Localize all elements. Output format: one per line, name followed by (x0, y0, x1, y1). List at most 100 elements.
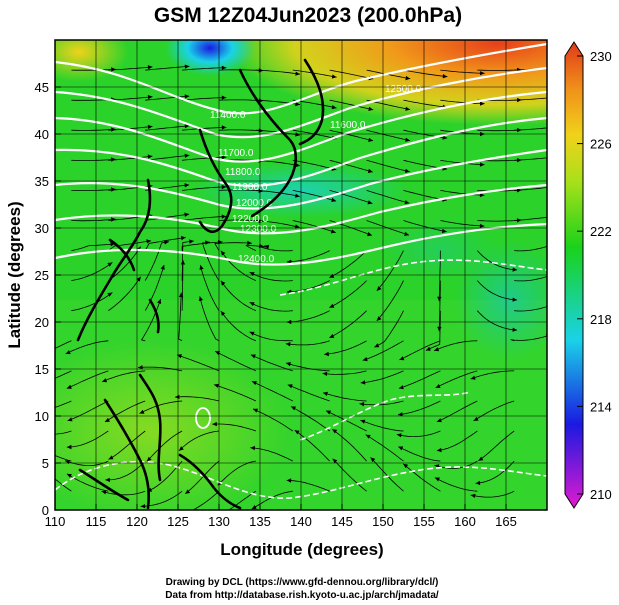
streamline (425, 310, 441, 351)
streamline-arrow (404, 200, 410, 205)
streamline (473, 400, 515, 422)
streamline (403, 69, 448, 78)
streamline-arrow (322, 371, 328, 376)
streamline-arrow (220, 311, 226, 316)
streamline-arrow (199, 265, 204, 270)
coastline (108, 238, 136, 272)
streamline (255, 190, 300, 197)
streamline-arrow (111, 157, 116, 162)
streamline-arrow (136, 276, 141, 282)
streamline-arrow (512, 297, 518, 302)
contour-label: 12200.0 (232, 214, 269, 225)
streamline-arrow (147, 154, 153, 159)
streamline-arrow (146, 456, 152, 462)
y-tick-label: 5 (42, 456, 49, 471)
x-tick-label: 140 (290, 514, 312, 529)
coastline (148, 298, 160, 334)
coastline (298, 58, 325, 146)
streamline-arrow (368, 106, 374, 111)
streamline (285, 362, 330, 372)
streamline (214, 242, 252, 251)
streamline-arrow (323, 391, 328, 396)
streamline-arrow (553, 243, 558, 247)
streamline (329, 69, 374, 80)
streamline-arrow (184, 212, 190, 217)
streamline-arrow (376, 316, 382, 321)
streamline-arrow (470, 493, 476, 498)
streamline (329, 99, 374, 111)
streamline (145, 125, 190, 131)
streamline (55, 454, 72, 462)
streamline (108, 246, 142, 281)
streamline (108, 240, 152, 251)
streamline (440, 99, 485, 105)
streamline (438, 250, 441, 302)
streamline (65, 340, 109, 355)
streamline (399, 340, 441, 361)
streamline (255, 220, 300, 228)
streamline (249, 331, 293, 342)
y-tick-label: 0 (42, 503, 49, 518)
streamline-arrow (437, 296, 442, 302)
streamline-arrow (405, 106, 411, 111)
streamline-arrow (287, 384, 293, 389)
colorbar-tick-label: 222 (590, 224, 612, 239)
streamline (514, 187, 547, 191)
streamline-arrow (554, 155, 559, 159)
contour-label: 12400.0 (238, 254, 275, 265)
streamline (376, 280, 404, 322)
coastline-layer (76, 58, 325, 510)
streamline-arrow (35, 462, 40, 467)
colorbar-ticks: 210 214 218 222 226 230 (577, 49, 612, 502)
streamline (514, 216, 547, 221)
contour-line (195, 407, 211, 429)
streamline (259, 245, 293, 252)
streamline-arrow (437, 326, 442, 332)
streamline (199, 296, 220, 342)
streamline (105, 460, 146, 481)
streamline-arrow (250, 354, 256, 359)
streamline (366, 159, 410, 173)
streamline (55, 400, 72, 408)
streamline-arrow (329, 303, 335, 308)
contour-line (279, 259, 547, 296)
streamline-arrow (104, 417, 110, 422)
contour-line (55, 42, 547, 115)
streamline-arrow (249, 302, 255, 307)
streamline (514, 157, 547, 161)
streamline (360, 419, 404, 432)
streamline-arrow (360, 380, 366, 385)
streamline-arrow (434, 477, 440, 482)
streamline (137, 366, 183, 372)
streamline-arrow (107, 292, 113, 297)
contour-label: 12000.0 (236, 198, 273, 209)
streamline-arrow (396, 433, 402, 438)
streamline-arrow (30, 443, 35, 447)
streamline-arrow (554, 185, 559, 189)
streamline-arrow (331, 197, 337, 202)
streamline-arrow (180, 235, 186, 241)
y-tick-label: 35 (35, 174, 49, 189)
streamline-arrow (398, 446, 404, 451)
streamline-arrow (111, 187, 116, 192)
streamline-arrow (436, 418, 442, 423)
streamline-arrow (180, 260, 186, 265)
streamline-arrow (331, 105, 337, 110)
streamline-arrow (367, 168, 373, 174)
x-axis: 110 115 120 125 130 135 140 145 150 155 160 165 (45, 504, 517, 529)
streamline-arrow (367, 231, 372, 237)
streamline-arrow (205, 240, 210, 245)
coastline (198, 128, 233, 234)
streamline-arrow (189, 239, 194, 244)
contour-line (55, 66, 547, 139)
streamline-arrow (220, 280, 226, 286)
y-tick-label: 20 (35, 315, 49, 330)
streamline (212, 423, 257, 432)
streamline-arrow (442, 74, 448, 79)
streamline (71, 262, 113, 281)
x-tick-label: 120 (126, 514, 148, 529)
streamline-arrow (403, 463, 409, 469)
streamline (146, 430, 183, 462)
streamline-arrow (374, 343, 380, 348)
colorbar-tick-label: 218 (590, 312, 612, 327)
